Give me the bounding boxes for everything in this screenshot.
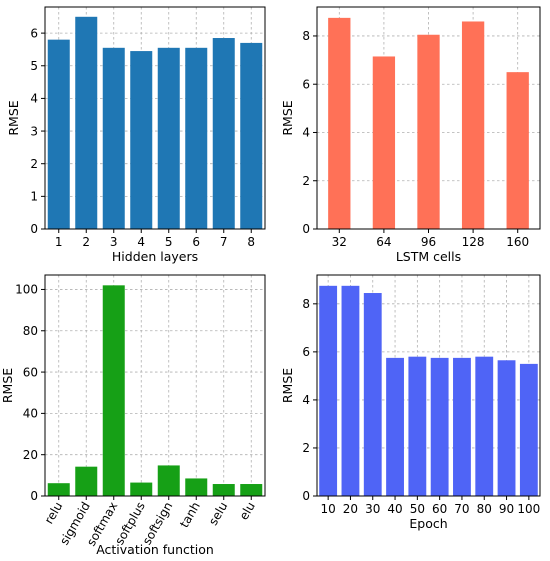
activation-function-xtick-label-elu: elu bbox=[237, 500, 258, 523]
hidden-layers-ytick-label-3: 3 bbox=[30, 124, 38, 138]
activation-function-chart: 020406080100relusigmoidsoftmaxsoftplusso… bbox=[0, 274, 266, 557]
epoch-bar-80 bbox=[475, 356, 494, 496]
activation-function-xlabel: Activation function bbox=[96, 542, 214, 557]
hidden-layers-ytick-label-4: 4 bbox=[30, 92, 38, 106]
epoch-bar-30 bbox=[363, 293, 382, 496]
epoch-ylabel: RMSE bbox=[280, 368, 295, 403]
epoch-bar-20 bbox=[341, 285, 360, 496]
hidden-layers-xlabel: Hidden layers bbox=[112, 249, 198, 264]
hidden-layers-xtick-label-1: 1 bbox=[55, 235, 63, 249]
epoch-ytick-label-3: 6 bbox=[302, 345, 310, 359]
activation-function-ytick-label-3: 60 bbox=[23, 365, 38, 379]
lstm-cells-xlabel: LSTM cells bbox=[396, 249, 461, 264]
epoch-xtick-label-50: 50 bbox=[410, 502, 425, 516]
activation-function-ytick-label-0: 0 bbox=[30, 489, 38, 503]
hidden-layers-bar-5 bbox=[157, 47, 180, 229]
activation-function-ytick-label-2: 40 bbox=[23, 407, 38, 421]
hidden-layers-xtick-label-6: 6 bbox=[192, 235, 200, 249]
hidden-layers-axes-frame bbox=[44, 6, 266, 230]
epoch-bar-40 bbox=[386, 357, 404, 496]
epoch-xtick-label-40: 40 bbox=[387, 502, 402, 516]
hidden-layers-chart: 0 1 2 3 4 5 6 1 2 3 4 5 6 7 8 Hidden layers RMSE bbox=[6, 6, 266, 264]
hidden-layers-ytick-label-1: 1 bbox=[30, 190, 38, 204]
hidden-layers-xtick-label-7: 7 bbox=[220, 235, 228, 249]
hidden-layers-ylabel: RMSE bbox=[6, 100, 21, 135]
hidden-layers-xtick-label-5: 5 bbox=[165, 235, 173, 249]
lstm-cells-ytick-label-3: 6 bbox=[302, 77, 310, 91]
epoch-xtick-label-30: 30 bbox=[365, 502, 380, 516]
epoch-xtick-label-90: 90 bbox=[499, 502, 514, 516]
lstm-cells-chart: 0 2 4 6 8 32 64 96 128 160 LSTM cells RMSE bbox=[280, 6, 541, 264]
hidden-layers-xtick-label-4: 4 bbox=[137, 235, 145, 249]
lstm-cells-xtick-label-96: 96 bbox=[421, 235, 436, 249]
epoch-bar-60 bbox=[430, 357, 449, 496]
epoch-bar-50 bbox=[408, 356, 427, 496]
lstm-cells-xtick-label-64: 64 bbox=[376, 235, 391, 249]
hidden-layers-bar-6 bbox=[185, 47, 208, 229]
activation-function-bar-selu bbox=[212, 484, 235, 496]
epoch-xlabel: Epoch bbox=[409, 516, 447, 531]
epoch-bar-100 bbox=[519, 363, 538, 496]
activation-function-ytick-label-5: 100 bbox=[15, 283, 38, 297]
activation-function-ytick-label-1: 20 bbox=[23, 448, 38, 462]
lstm-cells-bar-96 bbox=[417, 34, 440, 229]
activation-function-xtick-label-relu: relu bbox=[42, 500, 66, 527]
lstm-cells-xtick-label-32: 32 bbox=[332, 235, 347, 249]
hidden-layers-ytick-label-2: 2 bbox=[30, 157, 38, 171]
activation-function-ylabel: RMSE bbox=[0, 368, 15, 403]
activation-function-xtick-label-selu: selu bbox=[206, 500, 230, 528]
lstm-cells-xtick-label-160: 160 bbox=[506, 235, 529, 249]
activation-function-bar-sigmoid bbox=[75, 466, 98, 496]
hidden-layers-ytick-label-0: 0 bbox=[30, 222, 38, 236]
lstm-cells-ylabel: RMSE bbox=[280, 100, 295, 135]
activation-function-bar-softplus bbox=[130, 482, 153, 496]
epoch-ytick-label-0: 0 bbox=[302, 489, 310, 503]
activation-function-ytick-label-4: 80 bbox=[23, 324, 38, 338]
epoch-bar-70 bbox=[453, 357, 471, 496]
hidden-layers-ytick-label-6: 6 bbox=[30, 26, 38, 40]
epoch-xtick-label-70: 70 bbox=[454, 502, 469, 516]
activation-function-bar-tanh bbox=[185, 478, 208, 496]
epoch-xtick-label-10: 10 bbox=[321, 502, 336, 516]
hidden-layers-bar-1 bbox=[47, 39, 70, 229]
activation-function-axes-frame bbox=[44, 274, 266, 497]
epoch-chart: 0 2 4 6 8 10 20 30 40 50 60 70 80 90 100 Epoch RMSE bbox=[280, 274, 541, 531]
hidden-layers-xtick-label-3: 3 bbox=[110, 235, 118, 249]
epoch-ytick-label-1: 2 bbox=[302, 441, 310, 455]
hidden-layers-bar-3 bbox=[102, 47, 125, 229]
hidden-layers-bar-7 bbox=[212, 38, 235, 229]
lstm-cells-bar-64 bbox=[372, 56, 396, 229]
epoch-xtick-label-60: 60 bbox=[432, 502, 447, 516]
hidden-layers-ytick-label-5: 5 bbox=[30, 59, 38, 73]
epoch-xtick-label-20: 20 bbox=[343, 502, 358, 516]
activation-function-bar-elu bbox=[240, 484, 263, 496]
epoch-xtick-label-80: 80 bbox=[477, 502, 492, 516]
epoch-bar-10 bbox=[319, 285, 338, 496]
hidden-layers-bar-4 bbox=[130, 51, 153, 229]
lstm-cells-bar-128 bbox=[461, 21, 485, 230]
lstm-cells-xtick-label-128: 128 bbox=[462, 235, 485, 249]
lstm-cells-bar-160 bbox=[506, 72, 529, 229]
activation-function-bar-relu bbox=[47, 483, 70, 496]
hidden-layers-bar-2 bbox=[75, 16, 98, 230]
lstm-cells-ytick-label-2: 4 bbox=[302, 126, 310, 140]
epoch-ytick-label-2: 4 bbox=[302, 393, 310, 407]
epoch-ytick-label-4: 8 bbox=[302, 297, 310, 311]
lstm-cells-ytick-label-1: 2 bbox=[302, 174, 310, 188]
epoch-xtick-label-100: 100 bbox=[517, 502, 540, 516]
lstm-cells-bar-32 bbox=[328, 17, 351, 229]
hidden-layers-xtick-label-2: 2 bbox=[82, 235, 90, 249]
hidden-layers-bar-8 bbox=[240, 42, 263, 229]
activation-function-bar-softsign bbox=[157, 465, 180, 496]
lstm-cells-ytick-label-0: 0 bbox=[302, 222, 310, 236]
activation-function-xtick-label-tanh: tanh bbox=[177, 500, 203, 531]
activation-function-bar-softmax bbox=[102, 285, 125, 496]
epoch-bar-90 bbox=[497, 360, 516, 496]
hidden-layers-xtick-label-8: 8 bbox=[247, 235, 255, 249]
lstm-cells-ytick-label-4: 8 bbox=[302, 29, 310, 43]
epoch-axes-frame bbox=[316, 274, 541, 497]
